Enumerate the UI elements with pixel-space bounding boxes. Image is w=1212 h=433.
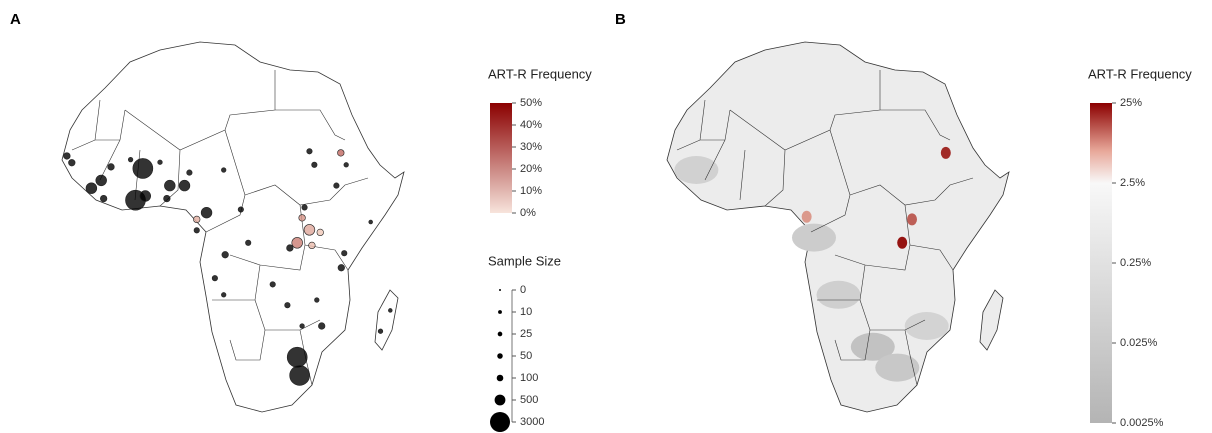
region: [904, 312, 949, 340]
africa-map-a: [61, 41, 405, 413]
color-bar: [1090, 103, 1112, 423]
region: [792, 223, 836, 252]
region: [907, 213, 917, 226]
site: [377, 328, 384, 334]
region: [674, 156, 719, 184]
size-key: [497, 353, 503, 359]
legend-tick-label: 40%: [520, 119, 542, 131]
site: [343, 162, 349, 168]
size-key: [498, 310, 502, 314]
site: [284, 302, 291, 309]
site: [299, 323, 305, 329]
site: [303, 224, 316, 236]
legend-tick-label: 0.0025%: [1120, 417, 1164, 429]
region: [850, 332, 895, 361]
site: [95, 174, 107, 187]
site: [337, 264, 345, 272]
site: [341, 250, 348, 257]
site: [193, 215, 201, 224]
legend-tick-label: 25: [520, 328, 532, 340]
site: [139, 190, 151, 202]
site: [221, 251, 229, 259]
site: [314, 297, 320, 303]
site: [68, 159, 76, 167]
region: [875, 353, 920, 382]
site: [333, 182, 340, 189]
site: [245, 239, 252, 246]
site: [306, 148, 313, 155]
region: [816, 280, 861, 309]
legend-tick-label: 50%: [520, 97, 542, 109]
legend-tick-label: 0.025%: [1120, 337, 1158, 349]
site: [311, 161, 318, 168]
site: [301, 204, 308, 211]
legend-tick-label: 3000: [520, 416, 544, 428]
site: [178, 179, 191, 192]
region: [897, 236, 908, 249]
africa-map-b: [666, 41, 1010, 413]
site: [388, 308, 393, 313]
regions: [674, 146, 951, 382]
site: [289, 365, 310, 386]
region: [940, 146, 951, 159]
site: [269, 281, 276, 288]
panel-label: B: [615, 11, 626, 28]
site: [100, 194, 108, 203]
legend-tick-label: 20%: [520, 163, 542, 175]
site: [164, 179, 176, 192]
site: [132, 158, 154, 179]
site: [237, 206, 244, 213]
legend-tick-label: 10: [520, 306, 532, 318]
size-key: [499, 289, 501, 291]
size-key: [496, 374, 504, 382]
site: [286, 244, 294, 252]
site: [186, 169, 193, 176]
legend-tick-label: 0.25%: [1120, 257, 1151, 269]
legend-tick-label: 0%: [520, 207, 536, 219]
site: [163, 194, 171, 203]
legend-title: ART-R Frequency: [1088, 66, 1192, 81]
size-key: [497, 331, 503, 337]
legend-tick-label: 0: [520, 284, 526, 296]
legend-tick-label: 50: [520, 350, 532, 362]
site: [85, 182, 98, 194]
legend-tick-label: 100: [520, 372, 538, 384]
site: [298, 214, 306, 222]
site: [221, 292, 227, 298]
site: [211, 275, 218, 282]
site: [337, 149, 345, 157]
region: [801, 210, 812, 223]
site: [193, 227, 200, 234]
legend-tick-label: 2.5%: [1120, 177, 1145, 189]
site: [200, 206, 213, 219]
legend-tick-label: 30%: [520, 141, 542, 153]
site: [157, 159, 163, 165]
legend-tick-label: 500: [520, 394, 538, 406]
panel-label: A: [10, 11, 21, 28]
site: [291, 237, 303, 249]
site: [286, 346, 308, 368]
color-bar: [490, 103, 512, 213]
site: [63, 152, 71, 160]
site: [368, 219, 373, 225]
site: [308, 241, 316, 250]
size-key: [490, 412, 510, 432]
site: [107, 163, 115, 171]
site: [221, 167, 227, 173]
site: [127, 156, 134, 163]
legend-tick-label: 10%: [520, 185, 542, 197]
legend-tick-label: 25%: [1120, 97, 1142, 109]
site: [318, 322, 326, 330]
legend-title: Sample Size: [488, 253, 561, 268]
legend-title: ART-R Frequency: [488, 66, 592, 81]
site: [316, 228, 324, 237]
size-key: [494, 394, 506, 406]
